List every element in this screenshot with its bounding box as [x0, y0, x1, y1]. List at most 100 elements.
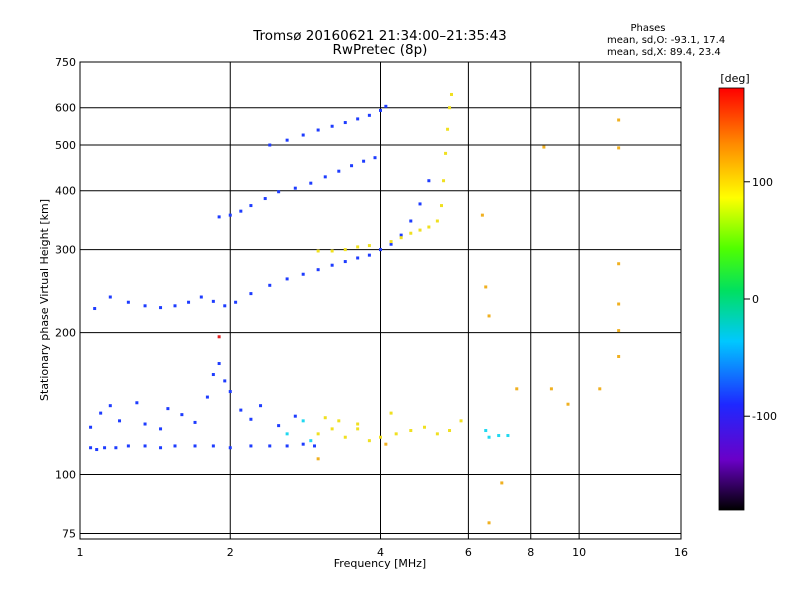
x-tick-label: 1 [77, 546, 84, 559]
y-tick-label: 600 [55, 102, 76, 115]
data-point [399, 233, 403, 237]
data-point [367, 439, 371, 443]
data-point [228, 213, 232, 217]
data-point [143, 444, 147, 448]
data-point [409, 219, 413, 223]
data-point [143, 422, 147, 426]
data-point [394, 432, 398, 436]
data-point [418, 202, 422, 206]
data-point [379, 435, 382, 439]
data-point [211, 444, 215, 448]
data-point [330, 124, 334, 128]
data-point [301, 442, 305, 446]
x-tick-label: 10 [572, 546, 586, 559]
data-point [239, 209, 243, 213]
data-point [448, 429, 452, 433]
data-point [205, 395, 209, 399]
data-point [356, 117, 360, 121]
chart-title-line1: Tromsø 20160621 21:34:00–21:35:43 [252, 28, 507, 44]
x-tick-label: 4 [377, 546, 384, 559]
y-tick-label: 750 [55, 56, 76, 69]
data-point [399, 236, 403, 240]
data-point [409, 231, 413, 235]
data-point [480, 213, 484, 217]
data-point [440, 204, 444, 208]
data-point [277, 424, 281, 428]
data-point [389, 240, 393, 244]
data-point [211, 299, 215, 303]
data-point [617, 262, 621, 266]
data-point [356, 256, 360, 260]
data-point [249, 444, 253, 448]
data-point [316, 268, 320, 272]
data-point [285, 444, 289, 448]
x-tick-label: 16 [674, 546, 688, 559]
data-point [316, 249, 320, 253]
data-point [367, 253, 371, 257]
data-point [487, 521, 491, 525]
data-point [211, 373, 215, 377]
y-tick-label: 100 [55, 469, 76, 482]
x-tick-label: 2 [227, 546, 234, 559]
data-point [187, 300, 191, 304]
y-tick-label: 300 [55, 244, 76, 257]
data-point [549, 387, 553, 391]
data-point [384, 104, 388, 108]
data-point [293, 414, 297, 418]
data-point [598, 387, 602, 391]
data-point [249, 204, 253, 208]
data-point [114, 446, 118, 450]
data-point [330, 249, 334, 253]
data-point [228, 390, 232, 394]
data-points [89, 92, 621, 525]
data-point [249, 292, 253, 296]
data-point [166, 407, 170, 411]
data-point [293, 186, 297, 190]
stats-line-x: mean, sd,X: 89.4, 23.4 [607, 47, 721, 58]
x-axis-ticks: 1 2 4 6 8 10 16 [77, 546, 689, 559]
y-tick-label: 200 [55, 327, 76, 340]
chart-title-line2: RwPretec (8p) [333, 42, 428, 58]
data-point [617, 329, 621, 333]
data-point [367, 244, 371, 248]
data-point [217, 335, 221, 339]
data-point [93, 307, 97, 311]
data-point [497, 434, 501, 438]
x-axis-label: Frequency [MHz] [334, 557, 426, 570]
data-point [301, 133, 305, 137]
data-point [566, 402, 570, 406]
data-point [316, 457, 320, 461]
data-point [103, 446, 107, 450]
data-point [617, 302, 621, 306]
data-point [143, 304, 147, 308]
data-point [484, 429, 488, 433]
data-point [449, 92, 453, 96]
grid-lines [80, 62, 681, 539]
data-point [379, 248, 382, 252]
data-point [356, 422, 360, 426]
data-point [435, 432, 439, 436]
data-point [343, 121, 347, 125]
data-point [108, 404, 112, 408]
stats-line-o: mean, sd,O: -93.1, 17.4 [607, 35, 725, 46]
data-point [389, 242, 393, 246]
data-point [350, 164, 354, 168]
data-point [217, 215, 221, 219]
data-point [356, 245, 360, 249]
colorbar [718, 87, 745, 511]
data-point [228, 446, 232, 450]
data-point [173, 304, 177, 308]
data-point [277, 190, 281, 194]
data-point [373, 156, 377, 160]
data-point [337, 169, 341, 173]
data-point [89, 425, 93, 429]
data-point [506, 434, 510, 438]
data-point [285, 432, 289, 436]
data-point [330, 427, 334, 431]
data-point [484, 285, 488, 289]
data-point [285, 138, 289, 142]
data-point [323, 175, 327, 179]
data-point [180, 413, 184, 417]
data-point [343, 435, 347, 439]
